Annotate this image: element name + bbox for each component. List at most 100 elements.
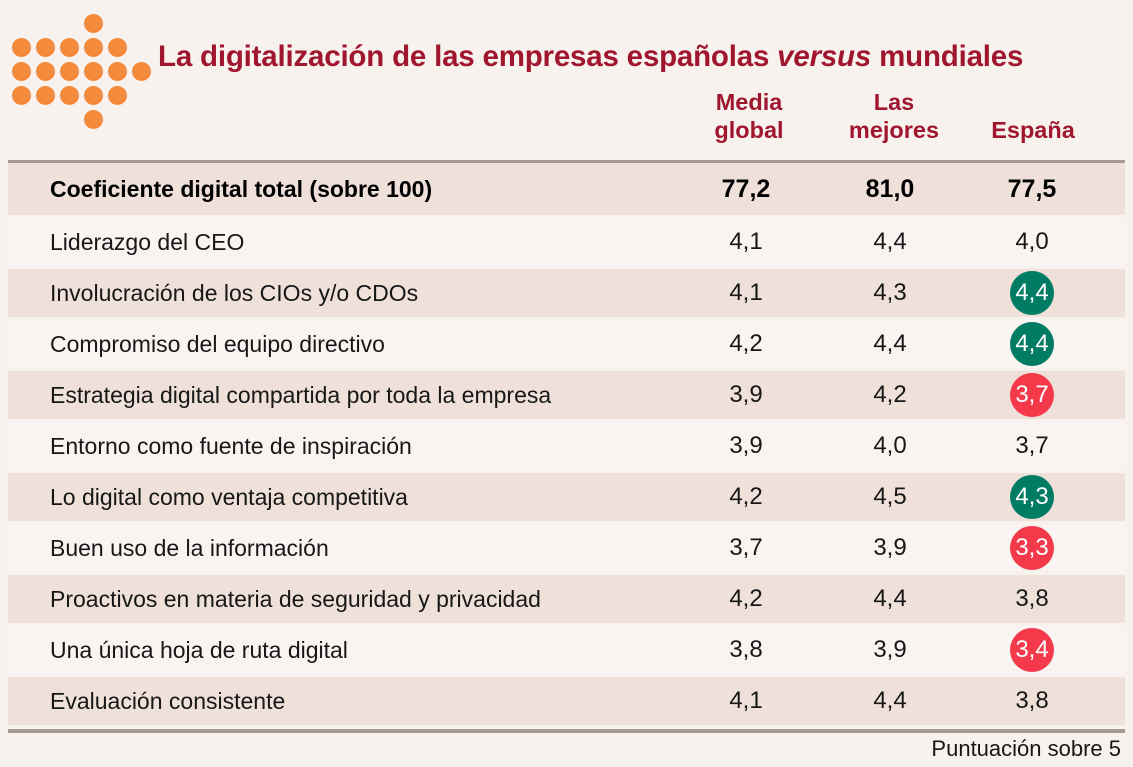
cell-las-mejores: 4,4 bbox=[818, 330, 962, 358]
cell-las-mejores-value: 4,2 bbox=[873, 381, 907, 408]
row-label: Liderazgo del CEO bbox=[50, 228, 245, 255]
cell-las-mejores: 4,5 bbox=[818, 483, 962, 511]
cell-media-global-value: 4,2 bbox=[729, 330, 763, 357]
cell-media-global-value: 3,7 bbox=[729, 534, 763, 561]
cell-media-global: 4,2 bbox=[674, 483, 818, 511]
cell-espana-value: 3,7 bbox=[1015, 432, 1049, 459]
cell-media-global: 4,2 bbox=[674, 330, 818, 358]
page-title: La digitalización de las empresas españo… bbox=[158, 40, 1023, 74]
cell-espana: 4,4 bbox=[962, 322, 1102, 366]
row-label: Involucración de los CIOs y/o CDOs bbox=[50, 279, 419, 306]
table-row: Proactivos en materia de seguridad y pri… bbox=[8, 575, 1125, 623]
page-title-before: La digitalización de las empresas españo… bbox=[158, 40, 778, 73]
cell-espana: 4,4 bbox=[962, 271, 1102, 315]
cell-media-global: 77,2 bbox=[674, 175, 818, 204]
cell-media-global: 3,8 bbox=[674, 636, 818, 664]
cell-espana-value: 77,5 bbox=[1007, 174, 1057, 203]
logo-dot-3 bbox=[60, 38, 79, 57]
table-row: Liderazgo del CEO 4,1 4,4 4,0 bbox=[8, 218, 1125, 266]
cell-espana: 3,8 bbox=[962, 585, 1102, 613]
row-label: Evaluación consistente bbox=[50, 687, 286, 714]
cell-espana-value: 3,3 bbox=[1010, 526, 1054, 570]
cell-las-mejores-value: 4,4 bbox=[873, 585, 907, 612]
row-label: Lo digital como ventaja competitiva bbox=[50, 483, 408, 510]
logo-dot-14 bbox=[60, 86, 79, 105]
row-label: Entorno como fuente de inspiración bbox=[50, 432, 412, 459]
row-label: Estrategia digital compartida por toda l… bbox=[50, 381, 552, 408]
cell-las-mejores: 4,3 bbox=[818, 279, 962, 307]
column-header-las-mejores: Las mejores bbox=[818, 88, 970, 144]
cell-media-global-value: 3,9 bbox=[729, 432, 763, 459]
arrow-dot-logo bbox=[8, 12, 151, 129]
logo-dot-15 bbox=[84, 86, 103, 105]
cell-las-mejores: 4,0 bbox=[818, 432, 962, 460]
cell-espana-value: 3,4 bbox=[1010, 628, 1054, 672]
cell-espana: 4,3 bbox=[962, 475, 1102, 519]
cell-media-global-value: 4,1 bbox=[729, 228, 763, 255]
table-bottom-rule bbox=[8, 729, 1125, 733]
logo-dot-2 bbox=[36, 38, 55, 57]
row-label: Coeficiente digital total (sobre 100) bbox=[50, 175, 433, 202]
logo-dot-4 bbox=[84, 38, 103, 57]
cell-las-mejores: 3,9 bbox=[818, 534, 962, 562]
logo-dot-11 bbox=[132, 62, 151, 81]
logo-dot-1 bbox=[12, 38, 31, 57]
cell-espana: 77,5 bbox=[962, 175, 1102, 204]
cell-las-mejores-value: 3,9 bbox=[873, 636, 907, 663]
cell-las-mejores-value: 4,4 bbox=[873, 687, 907, 714]
table-row: Evaluación consistente 4,1 4,4 3,8 bbox=[8, 677, 1125, 725]
footnote: Puntuación sobre 5 bbox=[931, 736, 1121, 761]
cell-media-global: 3,9 bbox=[674, 381, 818, 409]
table-row: Compromiso del equipo directivo 4,2 4,4 4,4 bbox=[8, 320, 1125, 368]
cell-espana-value: 3,8 bbox=[1015, 585, 1049, 612]
cell-espana-value: 4,0 bbox=[1015, 228, 1049, 255]
table-row: Una única hoja de ruta digital 3,8 3,9 3,4 bbox=[8, 626, 1125, 674]
logo-dot-13 bbox=[36, 86, 55, 105]
cell-espana-value: 4,4 bbox=[1010, 271, 1054, 315]
column-header-las-mejores-line2: mejores bbox=[848, 117, 940, 143]
header: La digitalización de las empresas españo… bbox=[0, 0, 1133, 160]
cell-espana-value: 3,7 bbox=[1010, 373, 1054, 417]
row-label: Buen uso de la información bbox=[50, 534, 329, 561]
cell-media-global-value: 3,8 bbox=[729, 636, 763, 663]
cell-media-global: 4,2 bbox=[674, 585, 818, 613]
cell-media-global: 4,1 bbox=[674, 687, 818, 715]
column-header-las-mejores-line1: Las bbox=[873, 89, 915, 115]
row-label: Compromiso del equipo directivo bbox=[50, 330, 385, 357]
table-row: Coeficiente digital total (sobre 100) 77,… bbox=[8, 163, 1125, 215]
cell-media-global-value: 4,2 bbox=[729, 483, 763, 510]
cell-espana: 3,7 bbox=[962, 373, 1102, 417]
logo-dot-7 bbox=[36, 62, 55, 81]
logo-dot-5 bbox=[108, 38, 127, 57]
logo-dot-12 bbox=[12, 86, 31, 105]
table-row: Buen uso de la información 3,7 3,9 3,3 bbox=[8, 524, 1125, 572]
cell-media-global: 3,7 bbox=[674, 534, 818, 562]
cell-las-mejores-value: 3,9 bbox=[873, 534, 907, 561]
table-row: Entorno como fuente de inspiración 3,9 4,0… bbox=[8, 422, 1125, 470]
cell-las-mejores-value: 4,4 bbox=[873, 330, 907, 357]
cell-media-global: 3,9 bbox=[674, 432, 818, 460]
logo-dot-16 bbox=[108, 86, 127, 105]
cell-las-mejores-value: 4,5 bbox=[873, 483, 907, 510]
cell-las-mejores: 81,0 bbox=[818, 175, 962, 204]
table-top-rule bbox=[8, 160, 1125, 163]
cell-media-global-value: 4,1 bbox=[729, 279, 763, 306]
cell-las-mejores: 4,4 bbox=[818, 585, 962, 613]
logo-dot-6 bbox=[12, 62, 31, 81]
cell-espana: 4,0 bbox=[962, 228, 1102, 256]
logo-dot-17 bbox=[84, 110, 103, 129]
column-header-media-global-line1: Media bbox=[715, 89, 783, 115]
cell-media-global-value: 4,2 bbox=[729, 585, 763, 612]
logo-dot-10 bbox=[108, 62, 127, 81]
cell-espana: 3,7 bbox=[962, 432, 1102, 460]
row-label: Proactivos en materia de seguridad y pri… bbox=[50, 585, 541, 612]
cell-las-mejores: 4,2 bbox=[818, 381, 962, 409]
column-header-espana: España bbox=[958, 116, 1108, 144]
page-title-after: mundiales bbox=[871, 40, 1024, 73]
cell-media-global-value: 4,1 bbox=[729, 687, 763, 714]
column-headers: Media global Las mejores España bbox=[0, 88, 1133, 152]
row-label: Una única hoja de ruta digital bbox=[50, 636, 348, 663]
cell-las-mejores: 4,4 bbox=[818, 228, 962, 256]
table-row: Involucración de los CIOs y/o CDOs 4,1 4,3… bbox=[8, 269, 1125, 317]
